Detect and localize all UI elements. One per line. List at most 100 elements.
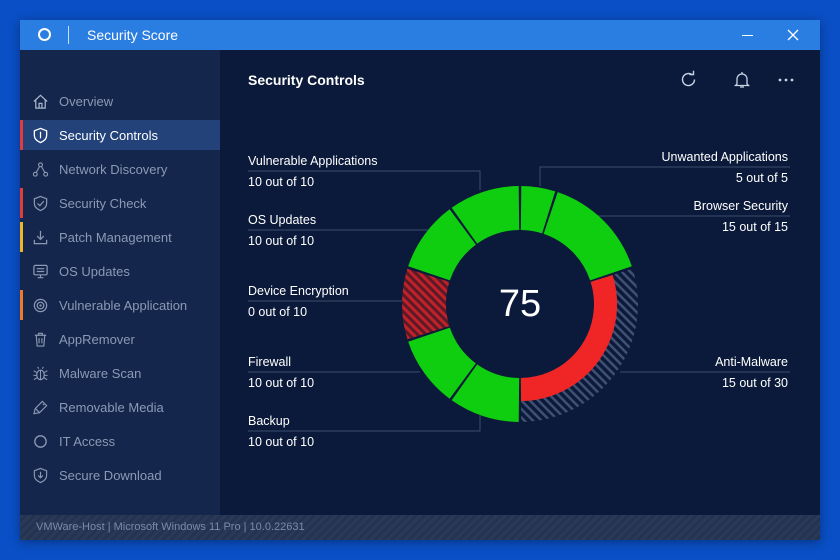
usb-icon	[33, 400, 48, 415]
sidebar-accent	[20, 392, 23, 422]
connector-unwanted-applications	[539, 166, 790, 186]
security-donut-chart: 75	[248, 166, 790, 432]
sidebar-item-appremover[interactable]: AppRemover	[20, 324, 220, 354]
secure-download-icon	[33, 467, 48, 484]
close-icon	[787, 29, 799, 41]
app-window: Security Score Overview Security Control…	[20, 20, 820, 540]
control-name: Firewall	[248, 355, 292, 369]
sidebar-item-secure-download[interactable]: Secure Download	[20, 460, 220, 490]
segment-anti-malware[interactable]	[520, 275, 618, 402]
connector-backup	[248, 412, 481, 432]
status-bar: VMWare-Host | Microsoft Windows 11 Pro |…	[20, 515, 820, 540]
network-icon	[32, 162, 49, 177]
sidebar-item-security-check[interactable]: Security Check	[20, 188, 220, 218]
donut-segments	[402, 186, 638, 422]
control-unwanted-applications[interactable]: Unwanted Applications 5 out of 5	[662, 150, 788, 185]
sidebar-accent	[20, 120, 23, 150]
sidebar-item-label: Security Controls	[59, 128, 158, 143]
segment-vulnerable-applications[interactable]	[451, 186, 520, 244]
sidebar-item-label: Network Discovery	[59, 162, 168, 177]
sidebar-accent	[20, 256, 23, 286]
sidebar-accent	[20, 188, 23, 218]
sidebar-item-it-access[interactable]: IT Access	[20, 426, 220, 456]
segment-firewall[interactable]	[408, 327, 476, 399]
control-name: Device Encryption	[248, 284, 349, 298]
control-value: 10 out of 10	[248, 435, 315, 449]
target-icon	[33, 298, 48, 313]
bell-icon[interactable]	[732, 70, 752, 90]
title-bar: Security Score	[20, 20, 820, 50]
segment-backup[interactable]	[451, 364, 520, 422]
sidebar-item-os-updates[interactable]: OS Updates	[20, 256, 220, 286]
download-icon	[33, 230, 48, 245]
sidebar-accent	[20, 426, 23, 456]
control-value: 15 out of 15	[721, 220, 788, 234]
monitor-icon	[33, 264, 48, 279]
connector-lines	[248, 166, 790, 432]
close-button[interactable]	[770, 20, 816, 50]
sidebar: Overview Security Controls Network Disco…	[20, 50, 220, 515]
segment-device-encryption[interactable]	[402, 268, 450, 340]
segment-unwanted-applications[interactable]	[520, 186, 556, 234]
sidebar-accent	[20, 290, 23, 320]
control-os-updates[interactable]: OS Updates 10 out of 10	[248, 213, 316, 248]
home-icon	[33, 94, 48, 109]
sidebar-accent	[20, 324, 23, 354]
connector-vulnerable-applications	[248, 170, 481, 190]
control-firewall[interactable]: Firewall 10 out of 10	[248, 355, 314, 390]
control-anti-malware[interactable]: Anti-Malware 15 out of 30	[715, 355, 788, 390]
control-value: 15 out of 30	[721, 376, 788, 390]
score-value: 75	[499, 283, 541, 325]
sidebar-item-label: OS Updates	[59, 264, 130, 279]
minimize-button[interactable]	[724, 20, 770, 50]
shield-check-icon	[33, 195, 48, 212]
sidebar-item-vulnerable-application[interactable]: Vulnerable Application	[20, 290, 220, 320]
sidebar-item-label: IT Access	[59, 434, 116, 449]
sidebar-item-label: Patch Management	[59, 230, 172, 245]
main-panel: Security Controls	[220, 50, 820, 515]
title-separator	[68, 26, 69, 44]
control-name: Backup	[248, 414, 290, 428]
sidebar-item-label: Secure Download	[59, 468, 162, 483]
sidebar-item-removable-media[interactable]: Removable Media	[20, 392, 220, 422]
sidebar-item-label: Vulnerable Application	[59, 298, 188, 313]
control-value: 10 out of 10	[248, 234, 315, 248]
control-name: Unwanted Applications	[661, 150, 788, 164]
system-info: VMWare-Host | Microsoft Windows 11 Pro |…	[36, 521, 305, 533]
sidebar-accent	[20, 222, 23, 252]
sidebar-item-label: Overview	[59, 94, 114, 109]
sidebar-item-overview[interactable]: Overview	[20, 86, 220, 116]
control-name: Anti-Malware	[715, 355, 788, 369]
control-name: Browser Security	[693, 199, 788, 213]
control-value: 0 out of 10	[248, 305, 308, 319]
refresh-icon[interactable]	[679, 70, 699, 90]
sidebar-item-security-controls[interactable]: Security Controls	[20, 120, 220, 150]
sidebar-item-patch-management[interactable]: Patch Management	[20, 222, 220, 252]
control-device-encryption[interactable]: Device Encryption 0 out of 10	[248, 284, 349, 319]
control-browser-security[interactable]: Browser Security 15 out of 15	[694, 199, 788, 234]
control-vulnerable-applications[interactable]: Vulnerable Applications 10 out of 10	[248, 154, 378, 189]
segment-os-updates[interactable]	[408, 209, 476, 281]
minimize-icon	[741, 34, 753, 36]
app-logo-icon	[38, 28, 51, 41]
control-value: 10 out of 10	[248, 175, 315, 189]
control-name: OS Updates	[248, 213, 317, 227]
sidebar-item-label: Malware Scan	[59, 366, 142, 381]
sidebar-item-network-discovery[interactable]: Network Discovery	[20, 154, 220, 184]
shield-icon	[33, 127, 48, 144]
page-title: Security Controls	[248, 72, 365, 88]
sidebar-accent	[20, 86, 23, 116]
more-options-icon[interactable]	[776, 70, 796, 90]
sidebar-accent	[20, 460, 23, 490]
sidebar-item-label: AppRemover	[59, 332, 135, 347]
sidebar-accent	[20, 358, 23, 388]
segment-browser-security[interactable]	[543, 192, 632, 281]
trash-icon	[34, 332, 47, 347]
sidebar-item-label: Removable Media	[59, 400, 164, 415]
sidebar-accent	[20, 154, 23, 184]
control-backup[interactable]: Backup 10 out of 10	[248, 414, 314, 449]
sidebar-item-label: Security Check	[59, 196, 147, 211]
sidebar-item-malware-scan[interactable]: Malware Scan	[20, 358, 220, 388]
bug-icon	[33, 366, 48, 381]
window-title: Security Score	[87, 27, 179, 43]
